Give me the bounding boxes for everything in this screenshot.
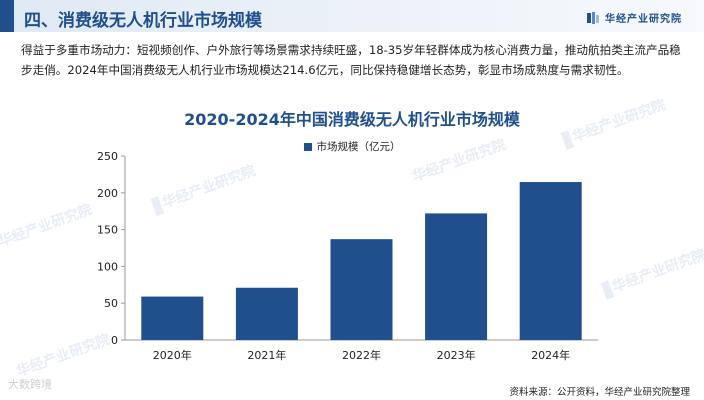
bar [330, 239, 393, 340]
y-tick-label: 150 [97, 224, 118, 237]
footer-logo: 大数跨境 [8, 378, 52, 391]
chart-title: 2020-2024年中国消费级无人机行业市场规模 [184, 110, 520, 129]
brand-logo-icon [587, 11, 600, 24]
y-tick-label: 250 [97, 150, 118, 163]
source-note: 资料来源：公开资料，华经产业研究院整理 [509, 387, 690, 398]
chart-legend: 市场规模（亿元） [0, 139, 704, 154]
x-tick-label: 2024年 [531, 348, 570, 362]
x-tick-label: 2022年 [342, 348, 381, 362]
section-header: 四、消费级无人机行业市场规模 华经产业研究院 [0, 0, 704, 32]
y-tick-label: 100 [97, 260, 118, 273]
brand-name: 华经产业研究院 [605, 14, 682, 25]
bar [141, 296, 204, 340]
legend-swatch [303, 142, 312, 151]
bar [519, 182, 582, 340]
x-tick-label: 2020年 [153, 348, 192, 362]
description-text: 得益于多重市场动力：短视频创作、户外旅行等场景需求持续旺盛，18-35岁年轻群体… [21, 43, 681, 77]
y-tick-label: 200 [97, 187, 118, 200]
y-tick-label: 50 [104, 297, 118, 310]
bar [235, 287, 298, 340]
x-tick-label: 2023年 [437, 348, 476, 362]
legend-label: 市场规模（亿元） [316, 141, 401, 153]
y-tick-label: 0 [111, 334, 118, 347]
bar [425, 213, 488, 340]
x-tick-label: 2021年 [247, 348, 286, 362]
brand: 华经产业研究院 [587, 10, 682, 25]
section-title: 四、消费级无人机行业市场规模 [24, 11, 262, 31]
header-accent-bar [0, 0, 14, 32]
